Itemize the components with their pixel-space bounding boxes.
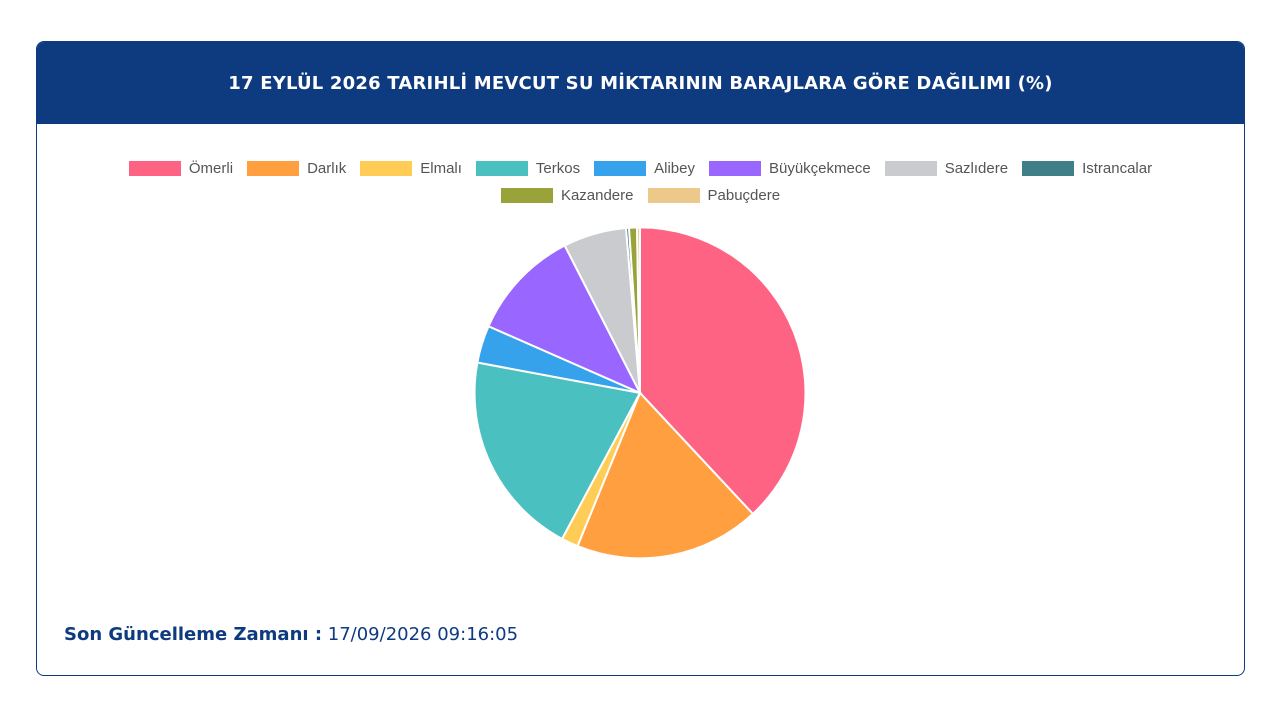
legend-row: Ömerli Darlık Elmalı Terkos Alibey Büyükçekme… <box>128 160 1152 177</box>
legend-swatch <box>1022 161 1075 176</box>
pie-slice-terkos[interactable] <box>473 361 642 541</box>
pie-slice-sazlıdere[interactable] <box>563 226 641 394</box>
legend-label: Sazlıdere <box>944 160 1009 177</box>
last-updated-label: Son Güncelleme Zamanı : <box>64 624 323 645</box>
legend-swatch <box>128 161 181 176</box>
legend-item[interactable]: Istrancalar <box>1022 160 1152 177</box>
legend-label: Elmalı <box>420 160 462 177</box>
legend-label: Terkos <box>535 160 581 177</box>
pie-slice-alibey[interactable] <box>476 324 641 394</box>
legend-swatch <box>360 161 413 176</box>
card-header: 17 EYLÜL 2026 TARIHLİ MEVCUT SU MİKTARIN… <box>37 42 1244 124</box>
legend-item[interactable]: Darlık <box>247 160 346 177</box>
legend-item[interactable]: Alibey <box>594 160 695 177</box>
legend-item[interactable]: Terkos <box>475 160 581 177</box>
legend-label: Kazandere <box>560 187 634 204</box>
legend-swatch <box>708 161 761 176</box>
legend-swatch <box>475 161 528 176</box>
pie-slice-kazandere[interactable] <box>627 226 641 393</box>
pie-slice-elmalı[interactable] <box>560 392 641 548</box>
chart-title: 17 EYLÜL 2026 TARIHLİ MEVCUT SU MİKTARIN… <box>228 72 1053 94</box>
legend: Ömerli Darlık Elmalı Terkos Alibey Büyükçekme… <box>37 160 1244 204</box>
legend-swatch <box>500 188 553 203</box>
legend-item[interactable]: Büyükçekmece <box>708 160 871 177</box>
pie-chart <box>473 226 807 560</box>
last-updated: Son Güncelleme Zamanı : 17/09/2026 09:16… <box>64 624 518 645</box>
pie-slice-istrancalar[interactable] <box>624 226 641 393</box>
legend-label: Darlık <box>307 160 347 177</box>
legend-swatch <box>884 161 937 176</box>
pie-slice-pabuçdere[interactable] <box>635 226 641 393</box>
chart-card: 17 EYLÜL 2026 TARIHLİ MEVCUT SU MİKTARIN… <box>36 41 1245 676</box>
legend-row: Kazandere Pabuçdere <box>500 187 781 204</box>
pie-slice-ömerli[interactable] <box>639 226 807 516</box>
legend-item[interactable]: Elmalı <box>360 160 462 177</box>
legend-label: Büyükçekmece <box>768 160 871 177</box>
legend-item[interactable]: Kazandere <box>500 187 634 204</box>
legend-item[interactable]: Pabuçdere <box>647 187 781 204</box>
pie-slice-büyükçekmece[interactable] <box>487 244 643 395</box>
legend-item[interactable]: Ömerli <box>128 160 234 177</box>
legend-label: Pabuçdere <box>707 187 781 204</box>
legend-item[interactable]: Sazlıdere <box>884 160 1009 177</box>
legend-swatch <box>647 188 700 203</box>
legend-swatch <box>594 161 647 176</box>
legend-swatch <box>247 161 300 176</box>
last-updated-value: 17/09/2026 09:16:05 <box>322 624 519 645</box>
pie-slice-darlık[interactable] <box>576 391 755 560</box>
legend-label: Istrancalar <box>1082 160 1153 177</box>
legend-label: Ömerli <box>188 160 234 177</box>
legend-label: Alibey <box>654 160 695 177</box>
